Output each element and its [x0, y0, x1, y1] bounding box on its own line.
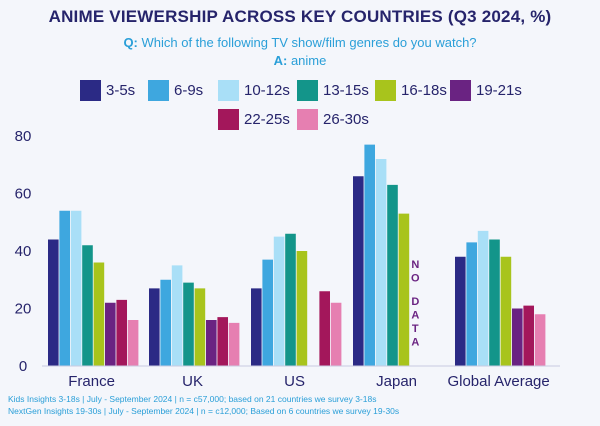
bar-global-average-19-21s [512, 308, 523, 366]
answer-line: A: anime [0, 53, 600, 68]
x-tick-label: UK [182, 373, 203, 390]
legend-label: 10-12s [244, 82, 290, 99]
legend-label: 26-30s [323, 111, 369, 128]
legend-swatch [375, 80, 396, 101]
legend-label: 6-9s [174, 82, 204, 99]
bar-global-average-13-15s [489, 239, 500, 366]
x-tick-label: Global Average [447, 373, 549, 390]
legend-swatch [80, 80, 101, 101]
bar-global-average-16-18s [500, 256, 512, 366]
question-text: Which of the following TV show/film genr… [137, 35, 477, 50]
bar-france-3-5s [48, 239, 59, 366]
x-tick-label: US [284, 373, 305, 390]
bar-japan-6-9s [364, 144, 375, 366]
bar-us-3-5s [251, 288, 262, 366]
bar-japan-16-18s [398, 213, 410, 366]
bar-uk-10-12s [171, 265, 183, 366]
x-tick-label: France [68, 373, 115, 390]
bar-france-16-18s [93, 262, 105, 366]
bar-france-22-25s [116, 299, 127, 366]
bar-global-average-26-30s [534, 314, 546, 366]
legend-item-22-25s: 22-25s [218, 109, 290, 130]
answer-prefix: A: [273, 53, 288, 68]
y-tick-label: 80 [15, 128, 32, 145]
bar-us-6-9s [262, 259, 273, 366]
bar-uk-19-21s [206, 320, 217, 366]
footnote-kids: Kids Insights 3-18s | July - September 2… [8, 394, 377, 404]
bar-france-13-15s [82, 245, 93, 366]
legend-label: 22-25s [244, 111, 290, 128]
bar-us-22-25s [319, 291, 330, 366]
legend-item-6-9s: 6-9s [148, 80, 203, 101]
bar-uk-26-30s [228, 322, 240, 366]
legend-item-16-18s: 16-18s [375, 80, 447, 101]
bar-global-average-10-12s [477, 230, 489, 366]
question-line: Q: Which of the following TV show/film g… [0, 35, 600, 50]
answer-text: anime [287, 53, 327, 68]
bar-uk-6-9s [160, 279, 171, 366]
no-data-letter: D [411, 296, 419, 308]
no-data-letter: N [411, 259, 419, 271]
y-tick-label: 0 [19, 358, 27, 375]
x-tick-label: Japan [376, 373, 417, 390]
y-tick-label: 60 [15, 186, 32, 203]
no-data-letter: A [411, 337, 419, 349]
legend-item-10-12s: 10-12s [218, 80, 290, 101]
legend-swatch [218, 109, 239, 130]
question-prefix: Q: [123, 35, 138, 50]
y-tick-label: 20 [15, 301, 32, 318]
legend-label: 3-5s [106, 82, 136, 99]
legend-swatch [450, 80, 471, 101]
bar-france-19-21s [105, 302, 116, 366]
bar-uk-3-5s [149, 288, 160, 366]
bar-us-16-18s [296, 251, 308, 366]
legend-label: 16-18s [401, 82, 447, 99]
chart-title: ANIME VIEWERSHIP ACROSS KEY COUNTRIES (Q… [48, 7, 552, 26]
legend-item-26-30s: 26-30s [297, 109, 369, 130]
bar-us-26-30s [330, 302, 342, 366]
bar-us-13-15s [285, 233, 296, 366]
legend-item-3-5s: 3-5s [80, 80, 135, 101]
bar-global-average-6-9s [466, 242, 477, 366]
legend-swatch [148, 80, 169, 101]
bar-global-average-22-25s [523, 305, 534, 366]
bar-japan-13-15s [387, 184, 398, 366]
bar-uk-22-25s [217, 317, 228, 366]
legend-label: 19-21s [476, 82, 522, 99]
bar-france-6-9s [59, 210, 70, 366]
bar-japan-3-5s [353, 176, 364, 366]
legend-item-13-15s: 13-15s [297, 80, 369, 101]
legend-item-19-21s: 19-21s [450, 80, 522, 101]
y-tick-label: 40 [15, 243, 32, 260]
legend-label: 13-15s [323, 82, 369, 99]
bar-japan-10-12s [375, 159, 387, 366]
bar-france-10-12s [70, 210, 82, 366]
bar-france-26-30s [127, 320, 139, 366]
bar-uk-13-15s [183, 282, 194, 366]
legend-swatch [297, 80, 318, 101]
bar-uk-16-18s [194, 288, 206, 366]
legend-swatch [218, 80, 239, 101]
no-data-letter: O [411, 273, 420, 285]
no-data-letter: A [411, 310, 419, 322]
legend-swatch [297, 109, 318, 130]
footnote-nextgen: NextGen Insights 19-30s | July - Septemb… [8, 406, 400, 416]
bar-us-10-12s [273, 236, 285, 366]
no-data-letter: T [412, 323, 419, 335]
bar-global-average-3-5s [455, 256, 466, 366]
